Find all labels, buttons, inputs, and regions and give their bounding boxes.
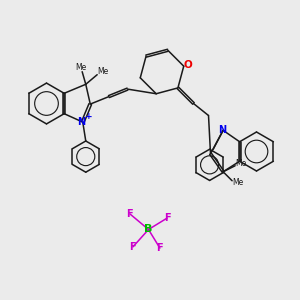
Text: O: O [184, 60, 193, 70]
Text: F: F [157, 243, 163, 253]
Text: Me: Me [75, 63, 86, 72]
Text: F: F [130, 242, 136, 252]
Text: B: B [144, 224, 153, 235]
Text: F: F [164, 213, 170, 223]
Text: F: F [127, 209, 133, 219]
Text: N: N [218, 125, 226, 135]
Text: +: + [85, 112, 93, 121]
Text: Me: Me [235, 159, 246, 168]
Text: Me: Me [232, 178, 243, 187]
Text: Me: Me [97, 67, 108, 76]
Text: N: N [77, 116, 86, 127]
